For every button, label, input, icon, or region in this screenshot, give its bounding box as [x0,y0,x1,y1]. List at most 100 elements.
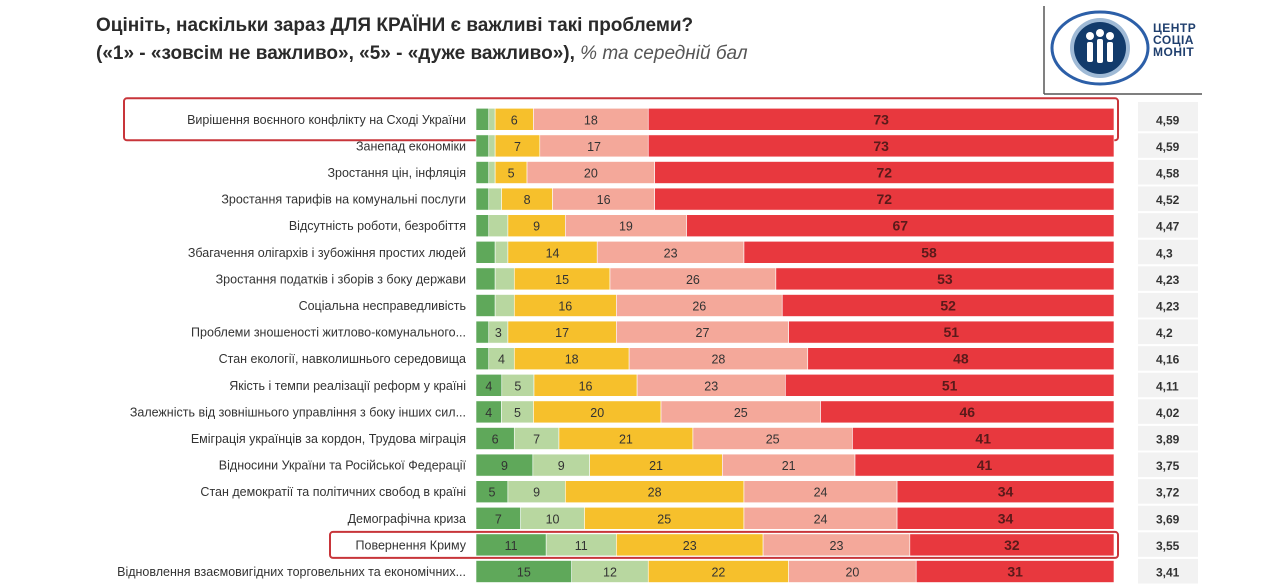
bar-segment-5 [781,294,1115,317]
bar-segment-1 [475,294,496,317]
bar-segment-5 [807,347,1115,371]
data-label: 7 [514,140,521,154]
title-line-2-main: («1» - «зовсім не важливо», «5» - «дуже … [96,43,575,64]
data-label: 5 [508,167,515,181]
row-label: Відсутність роботи, безробіття [289,219,466,233]
title-line-1: Оцініть, наскільки зараз ДЛЯ КРАЇНИ є ва… [96,15,694,36]
data-label: 10 [546,512,560,526]
data-label: 19 [619,220,633,234]
logo-text-line-3: МОНІТ [1153,45,1195,59]
data-label: 6 [511,113,518,127]
data-label: 22 [711,566,725,580]
data-label: 31 [1007,564,1023,580]
row-label: Демографічна криза [348,512,466,526]
data-label: 24 [814,512,828,526]
data-label: 34 [998,510,1014,526]
data-label: 15 [555,273,569,287]
data-label: 12 [603,566,617,580]
average-score: 4,2 [1156,326,1173,340]
data-label: 7 [533,433,540,447]
data-label: 15 [517,566,531,580]
data-label: 41 [977,457,993,473]
bar-segment-5 [743,241,1115,264]
row-label: Відносини України та Російської Федераці… [219,459,467,473]
bar-segment-2 [488,187,502,211]
data-label: 14 [546,246,560,260]
data-label: 5 [514,406,521,420]
data-label: 32 [1004,537,1020,553]
data-label: 51 [942,377,958,393]
average-score: 4,11 [1156,379,1179,393]
bar-segment-2 [488,108,496,131]
bar-segment-2 [488,214,509,237]
title-line-2-italic: % та середній бал [580,43,748,64]
average-score: 4,23 [1156,300,1180,314]
data-label: 9 [501,459,508,473]
row-label: Зростання цін, інфляція [327,166,466,180]
row-label: Проблеми зношеності житлово-комунального… [191,326,466,340]
data-label: 23 [683,539,697,553]
data-label: 25 [657,512,671,526]
data-label: 41 [975,431,991,447]
title-line-2: («1» - «зовсім не важливо», «5» - «дуже … [96,40,748,68]
bar-segment-1 [475,187,490,211]
average-score: 4,23 [1156,273,1180,287]
bar-segment-5 [896,480,1115,504]
chart-title: Оцініть, наскільки зараз ДЛЯ КРАЇНИ є ва… [96,12,748,68]
row-label: Зростання податків і зборів з боку держа… [216,272,466,286]
data-label: 9 [533,486,540,500]
bar-segment-5 [654,187,1115,211]
data-label: 16 [597,193,611,207]
logo-text: ЦЕНТР СОЦІА МОНІТ [1153,22,1196,58]
row-label: Збагачення олігархів і зубожіння простих… [188,246,466,260]
average-score: 3,75 [1156,459,1180,473]
bar-segment-1 [475,214,490,237]
row-label: Занепад економіки [356,139,466,153]
data-label: 34 [998,484,1014,500]
logo-text-line-1: ЦЕНТР [1153,21,1197,35]
highlight-box [329,530,1119,559]
data-label: 20 [584,167,598,181]
data-label: 8 [524,193,531,207]
data-label: 21 [649,459,663,473]
data-label: 23 [704,379,718,393]
row-label: Повернення Криму [356,538,467,552]
data-label: 58 [921,244,937,260]
bar-segment-2 [494,241,509,264]
average-score: 4,47 [1156,220,1180,234]
data-label: 5 [514,379,521,393]
data-label: 16 [579,379,593,393]
average-score: 3,72 [1156,486,1180,500]
data-label: 25 [734,406,748,420]
organization-logo [1043,6,1202,95]
data-label: 51 [944,324,960,340]
data-label: 5 [488,486,495,500]
data-label: 3 [495,326,502,340]
data-label: 23 [830,539,844,553]
bar-segment-5 [785,373,1115,397]
bar-segment-2 [488,161,496,184]
data-label: 4 [498,353,505,367]
data-label: 52 [940,298,956,314]
data-label: 9 [558,459,565,473]
bar-segment-5 [854,453,1115,477]
bar-segment-1 [475,267,496,291]
bar-segment-1 [475,134,490,158]
row-label: Стан екології, навколишнього середовища [219,352,466,366]
data-label: 6 [492,433,499,447]
bar-segment-5 [896,506,1115,530]
data-label: 9 [533,220,540,234]
average-column-bg [1138,102,1198,584]
bar-segment-1 [475,161,490,184]
row-label: Еміграція українців за кордон, Трудова м… [191,432,466,446]
data-label: 20 [590,406,604,420]
data-label: 24 [814,486,828,500]
data-label: 18 [584,113,598,127]
data-label: 11 [575,539,588,553]
bar-segment-5 [775,267,1115,291]
data-label: 20 [845,566,859,580]
bar-segment-5 [654,161,1115,184]
average-score: 4,59 [1156,140,1180,154]
data-label: 67 [892,218,908,234]
average-score: 4,52 [1156,193,1180,207]
